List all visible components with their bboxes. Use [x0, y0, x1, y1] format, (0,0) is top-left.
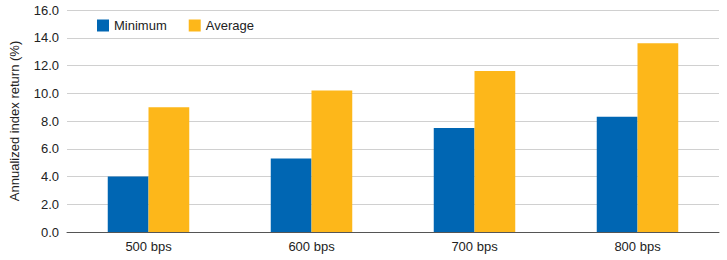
- svg-text:10.0: 10.0: [34, 86, 59, 101]
- svg-text:14.0: 14.0: [34, 30, 59, 45]
- svg-text:6.0: 6.0: [41, 141, 59, 156]
- svg-text:Minimum: Minimum: [114, 18, 167, 33]
- svg-text:4.0: 4.0: [41, 169, 59, 184]
- svg-text:8.0: 8.0: [41, 114, 59, 129]
- svg-text:16.0: 16.0: [34, 3, 59, 18]
- svg-text:12.0: 12.0: [34, 58, 59, 73]
- svg-text:700 bps: 700 bps: [451, 239, 498, 254]
- svg-text:2.0: 2.0: [41, 197, 59, 212]
- svg-text:0.0: 0.0: [41, 225, 59, 240]
- svg-text:800 bps: 800 bps: [614, 239, 661, 254]
- svg-text:Annualized index return (%): Annualized index return (%): [7, 41, 22, 201]
- svg-text:600 bps: 600 bps: [288, 239, 335, 254]
- svg-text:500 bps: 500 bps: [125, 239, 172, 254]
- svg-text:Average: Average: [206, 18, 254, 33]
